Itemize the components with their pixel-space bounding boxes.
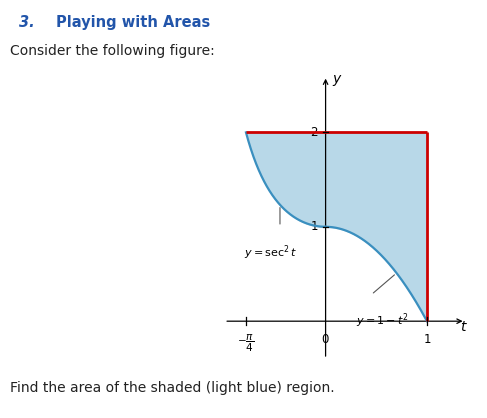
Text: 3.: 3.: [19, 15, 35, 30]
Text: $1$: $1$: [310, 220, 318, 233]
Text: $t$: $t$: [460, 320, 468, 334]
Text: $0$: $0$: [321, 332, 330, 346]
Text: $y = 1 - t^2$: $y = 1 - t^2$: [356, 312, 409, 330]
Text: $1$: $1$: [423, 332, 431, 346]
Text: $2$: $2$: [310, 126, 318, 139]
Text: $y$: $y$: [332, 73, 342, 88]
Text: $y = \sec^2 t$: $y = \sec^2 t$: [244, 244, 298, 263]
Text: $-\dfrac{\pi}{4}$: $-\dfrac{\pi}{4}$: [237, 332, 255, 354]
Text: Playing with Areas: Playing with Areas: [56, 15, 210, 30]
Text: Find the area of the shaded (light blue) region.: Find the area of the shaded (light blue)…: [10, 381, 335, 395]
Text: Consider the following figure:: Consider the following figure:: [10, 44, 214, 58]
